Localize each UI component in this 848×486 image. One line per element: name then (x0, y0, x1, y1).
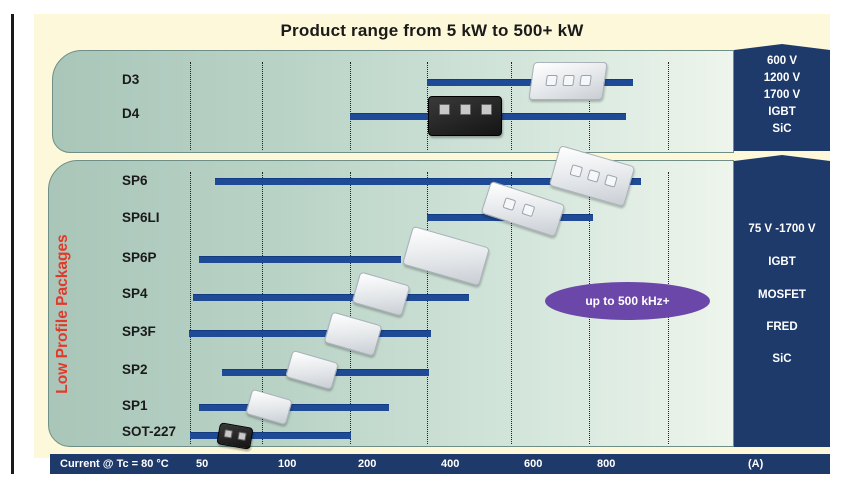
top-spec-2: 1200 V (763, 72, 801, 84)
package-label-sp1: SP1 (122, 398, 148, 413)
axis-title: Current @ Tc = 80 °C (60, 458, 169, 470)
gridline-50 (190, 62, 191, 150)
range-bar-sp6 (215, 178, 641, 185)
top-spec-3: 1700 V (763, 89, 801, 101)
bottom-spec-1: 75 V -1700 V (748, 223, 816, 235)
bottom-spec-4: FRED (766, 321, 798, 333)
package-label-sp3f: SP3F (122, 324, 156, 339)
gridline-50-lower (190, 172, 191, 444)
axis-unit: (A) (748, 458, 764, 470)
side-label-low-profile: Low Profile Packages (54, 234, 71, 394)
d3-module-image (528, 62, 608, 100)
gridline-100 (262, 62, 263, 150)
axis-tick-100: 100 (278, 458, 297, 470)
top-spec-5: SiC (772, 123, 792, 135)
gridline-600-lower (511, 172, 512, 444)
package-label-sp2: SP2 (122, 362, 148, 377)
bottom-spec-5: SiC (772, 353, 792, 365)
package-label-sp6p: SP6P (122, 250, 157, 265)
frequency-highlight-badge: up to 500 kHz+ (545, 282, 710, 320)
d4-module-image (428, 96, 502, 136)
package-label-sot-227: SOT-227 (122, 424, 177, 439)
gridline-800 (589, 62, 590, 150)
top-spec-1: 600 V (766, 55, 798, 67)
left-border-line (11, 14, 14, 474)
axis-tick-800: 800 (597, 458, 616, 470)
package-label-d3: D3 (122, 72, 140, 87)
range-bar-sp3f (189, 330, 431, 337)
gridline-200-lower (350, 172, 351, 444)
current-axis-bar (50, 454, 830, 474)
package-label-sp6li: SP6LI (122, 210, 160, 225)
bottom-spec-box: 75 V -1700 V IGBT MOSFET FRED SiC (734, 155, 830, 447)
axis-tick-200: 200 (358, 458, 377, 470)
bottom-spec-2: IGBT (768, 256, 796, 268)
package-label-sp4: SP4 (122, 286, 148, 301)
gridline-100-lower (262, 172, 263, 444)
gridline-200 (350, 62, 351, 150)
package-label-d4: D4 (122, 106, 140, 121)
axis-tick-400: 400 (441, 458, 460, 470)
range-bar-sp1 (199, 404, 389, 411)
gridline-400 (427, 62, 428, 150)
package-label-sp6: SP6 (122, 173, 148, 188)
axis-tick-600: 600 (524, 458, 543, 470)
diagram-title: Product range from 5 kW to 500+ kW (280, 21, 584, 40)
top-spec-4: IGBT (768, 106, 796, 118)
gridline-600 (511, 62, 512, 150)
gridline-900 (668, 62, 669, 150)
gridline-400-lower (427, 172, 428, 444)
range-bar-sp4 (193, 294, 469, 301)
top-spec-box: 600 V 1200 V 1700 V IGBT SiC (734, 44, 830, 151)
bottom-spec-3: MOSFET (758, 289, 806, 301)
range-bar-sp6p (199, 256, 401, 263)
axis-tick-50: 50 (196, 458, 209, 470)
range-bar-sot-227 (190, 432, 351, 439)
top-package-panel (52, 50, 734, 153)
